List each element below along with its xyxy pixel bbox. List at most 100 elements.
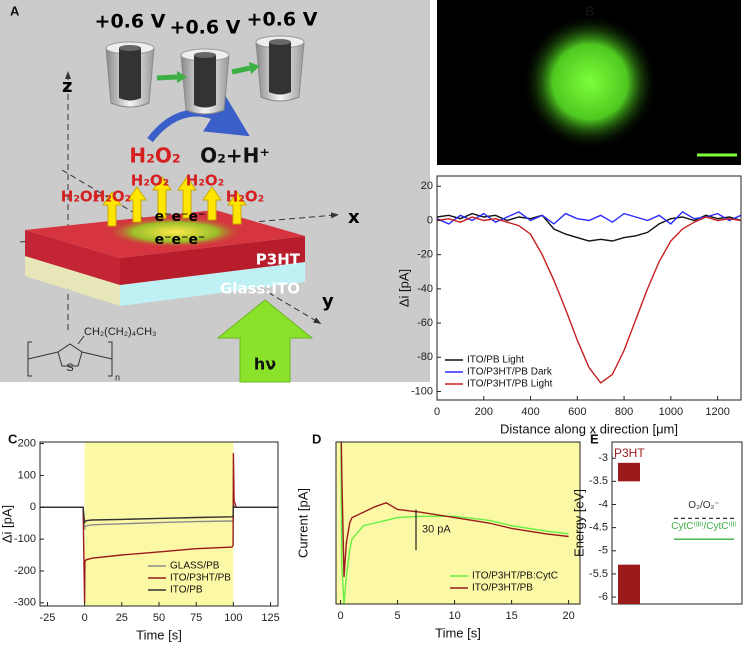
layer-label: P3HT	[256, 251, 301, 269]
x-tick-label: 0	[82, 612, 88, 624]
plot-frame	[335, 441, 581, 605]
y-tick-label: -3	[598, 452, 608, 464]
y-tick-label: -300	[14, 597, 36, 609]
energy-level-label: O₂/O₂⁻	[688, 500, 719, 511]
series-line	[340, 442, 569, 604]
legend-label: ITO/P3HT/PB	[170, 573, 231, 584]
y-axis-label: Current [pA]	[295, 488, 310, 558]
panel-label: D	[312, 431, 321, 446]
x-tick-label: 100	[224, 612, 242, 624]
axis-name: x	[348, 207, 360, 228]
level-bar	[618, 462, 640, 482]
x-tick-label: 200	[475, 406, 493, 418]
axis-name: y	[322, 291, 334, 312]
plot-frame	[436, 175, 742, 401]
x-tick-label: 125	[261, 612, 279, 624]
h2o2: H₂O₂	[226, 188, 264, 206]
electrodes	[105, 35, 305, 115]
legend-label: ITO/P3HT/PB	[472, 583, 533, 594]
y-tick-label: 0	[30, 501, 36, 513]
h2o2: H₂O₂	[131, 172, 169, 190]
arrows-up	[102, 176, 247, 227]
y-tick-label: 200	[18, 437, 36, 449]
x-tick-label: -25	[39, 612, 55, 624]
electrons: e⁻e⁻e⁻	[155, 209, 206, 225]
y-tick-label: -3.5	[589, 475, 608, 487]
y-tick-label: -5	[598, 545, 608, 557]
x-axis-label: Time [s]	[435, 625, 481, 640]
voltage: +0.6 V	[170, 17, 241, 39]
schematic: A z x y P3HT Glass:ITO e⁻e⁻e⁻ e⁻e⁻e⁻ H₂O…	[0, 0, 430, 383]
panel-label: E	[590, 431, 599, 446]
y-tick-label: -200	[14, 565, 36, 577]
level-bar-label: P3HT	[614, 446, 645, 460]
light-label: hν	[254, 355, 276, 374]
panel-label: C	[8, 431, 18, 446]
legend-label: GLASS/PB	[170, 561, 220, 572]
voltage: +0.6 V	[95, 11, 166, 33]
light-arrow	[216, 299, 314, 383]
h2o2: H₂O₂	[61, 188, 99, 206]
y-tick-label: 100	[18, 469, 36, 481]
scale-bar-label: 30 pA	[422, 524, 451, 536]
level-bar	[618, 564, 640, 604]
glass-left	[25, 256, 120, 306]
y-tick-label: -4	[598, 498, 608, 510]
product: H₂O₂	[129, 144, 180, 168]
y-tick-label: -80	[417, 351, 433, 363]
series-line	[437, 216, 741, 384]
axis-name: z	[62, 76, 72, 97]
y-tick-label: -5.5	[589, 568, 608, 580]
move-arrow	[231, 65, 251, 75]
film-front	[120, 236, 305, 285]
layer-label: Glass:ITO	[220, 280, 300, 298]
y-tick-label: -100	[14, 533, 36, 545]
legend-label: ITO/P3HT/PB Light	[467, 379, 553, 390]
y-tick-label: -100	[411, 385, 433, 397]
y-tick-label: 0	[427, 214, 433, 226]
x-tick-label: 1200	[705, 406, 729, 418]
monomer	[27, 335, 113, 377]
move-arrow-head	[177, 71, 187, 83]
series-line	[437, 212, 741, 242]
move-arrow	[156, 74, 178, 81]
y-tick-label: -60	[417, 317, 433, 329]
x-tick-label: 400	[521, 406, 539, 418]
x-tick-label: 10	[448, 610, 460, 622]
series-line	[40, 505, 278, 524]
legend-label: ITO/PB	[170, 585, 203, 596]
glass-front	[120, 262, 305, 306]
x-tick-label: 75	[190, 612, 202, 624]
x-axis-label: Time [s]	[136, 627, 182, 642]
product: O₂+H⁺	[200, 144, 270, 168]
x-tick-label: 1000	[659, 406, 683, 418]
plot-frame	[611, 441, 743, 605]
series-line	[40, 453, 278, 603]
y-axis-label: Δi [pA]	[0, 505, 14, 543]
y-tick-label: -4.5	[589, 522, 608, 534]
series-line	[437, 211, 741, 225]
h2o2: H₂O₂	[186, 172, 224, 190]
monomer-side-chain: CH₂(CH₂)₄CH₃	[84, 326, 157, 338]
legend-label: ITO/PB Light	[467, 355, 524, 366]
y-tick-label: 20	[421, 180, 433, 192]
light-spot	[105, 216, 245, 248]
y-axis-label: Δi [pA]	[396, 269, 411, 307]
y-tick-label: -6	[598, 591, 608, 603]
h2o2: H₂O₂	[93, 188, 131, 206]
energy-level-label: CytC⁽ᴵᴵᴵ⁾/CytC⁽ᴵᴵ⁾	[671, 521, 736, 532]
voltage: +0.6 V	[247, 9, 318, 31]
reaction-arrow	[147, 96, 250, 143]
x-tick-label: 0	[434, 406, 440, 418]
panel-label: A	[10, 3, 20, 18]
x-tick-label: 600	[568, 406, 586, 418]
legend-label: ITO/P3HT/PB Dark	[467, 367, 553, 378]
legend-label: ITO/P3HT/PB:CytC	[472, 571, 558, 582]
x-axis-label: Distance along x direction [μm]	[500, 421, 678, 436]
x-tick-label: 50	[153, 612, 165, 624]
panel-label: B	[585, 3, 594, 18]
y-axis-label: Energy [eV]	[571, 489, 586, 557]
monomer-atom: S	[66, 362, 73, 374]
y-tick-label: -40	[417, 283, 433, 295]
